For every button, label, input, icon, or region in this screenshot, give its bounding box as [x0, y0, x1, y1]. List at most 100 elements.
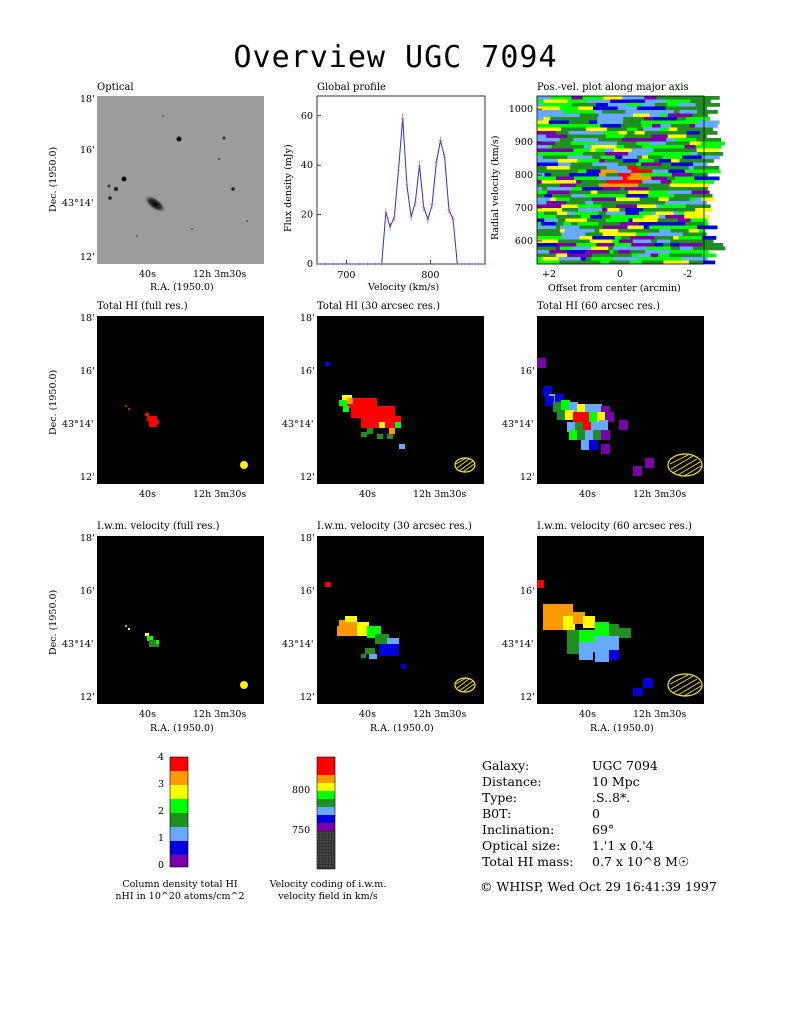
dec-axis-label: Dec. (1950.0): [48, 146, 59, 212]
profile-point: [430, 200, 434, 209]
pv-cell: [679, 159, 687, 163]
pv-cell: [677, 148, 698, 153]
pv-cell: [627, 166, 639, 170]
pv-cell: [582, 96, 604, 100]
dec-tick-label: 18': [80, 94, 95, 105]
profile-point: [468, 262, 472, 266]
pv-cell: [657, 218, 679, 223]
pv-cell: [651, 211, 657, 216]
pv-cell: [655, 208, 669, 212]
pv-cell: [673, 187, 683, 191]
pv-cell: [558, 218, 566, 223]
pv-cell: [661, 162, 672, 167]
pv-cell: [598, 183, 611, 188]
pv-cell: [559, 229, 566, 233]
pv-cell: [609, 183, 621, 188]
flux-axis-label: Flux density (mJy): [283, 144, 294, 232]
pv-cell: [591, 197, 617, 202]
pv-cell: [567, 155, 593, 160]
pv-cell: [702, 243, 724, 247]
pv-cell: [675, 176, 695, 181]
caption-line: Column density total HI: [122, 879, 238, 890]
pv-cell: [632, 239, 652, 244]
pv-cell: [620, 113, 626, 118]
profile-point: [349, 262, 353, 266]
info-label: Galaxy:: [482, 758, 530, 773]
pv-cell: [675, 96, 696, 100]
hi-cell: [593, 404, 602, 414]
pv-cell: [557, 243, 577, 247]
pv-cell: [573, 131, 597, 135]
dec-tick-label: 16': [300, 366, 315, 377]
pv-cell: [623, 117, 645, 121]
pv-cell: [696, 138, 722, 142]
pv-cell: [594, 110, 603, 114]
pv-cell: [619, 208, 626, 212]
pv-cell: [537, 152, 560, 156]
pv-cell: [631, 127, 638, 132]
pv-cell: [577, 222, 599, 226]
pv-cell: [578, 208, 603, 212]
pv-cell: [551, 145, 566, 149]
pv-cell: [555, 225, 561, 230]
y-tick-label: 0: [307, 259, 313, 270]
pv-cell: [608, 246, 614, 251]
pv-cell: [573, 117, 598, 121]
pv-cell: [631, 243, 656, 247]
profile-point: [365, 262, 369, 266]
pv-cell: [631, 208, 644, 212]
pv-cell: [586, 218, 607, 223]
ra-tick-label: 40s: [579, 709, 596, 720]
pv-cell: [537, 236, 548, 240]
pv-cell: [645, 166, 668, 170]
pv-cell: [591, 113, 599, 118]
pv-cell: [542, 103, 560, 107]
pv-cell: [660, 180, 672, 184]
pv-cell: [557, 159, 579, 163]
pv-cell: [652, 169, 669, 174]
pv-cell: [625, 194, 649, 198]
pv-cell: [592, 155, 602, 160]
ra-tick-label: 12h 3m30s: [633, 489, 687, 500]
pv-cell: [666, 103, 679, 107]
pv-cell: [610, 138, 623, 142]
pv-cell: [701, 141, 725, 146]
pv-cell: [603, 131, 619, 135]
info-label: B0T:: [482, 806, 512, 821]
pv-cell: [554, 141, 572, 146]
pv-cell: [559, 138, 574, 142]
pv-cell: [603, 96, 623, 100]
pv-cell: [639, 211, 653, 216]
pv-cell: [551, 124, 566, 128]
pv-cell: [638, 222, 662, 226]
pv-cell: [701, 197, 714, 202]
pv-cell: [685, 204, 711, 209]
pv-cell: [622, 159, 640, 163]
pv-cell: [627, 176, 652, 181]
pv-cell: [683, 253, 703, 258]
pv-cell: [537, 141, 556, 146]
pv-cell: [585, 250, 610, 254]
pv-cell: [593, 141, 618, 146]
pv-cell: [585, 201, 594, 205]
pv-cell: [537, 169, 556, 174]
y-tick-label: 60: [301, 111, 313, 122]
pv-cell: [537, 190, 548, 195]
info-value: 10 Mpc: [592, 774, 640, 789]
pv-cell: [537, 180, 543, 184]
pv-cell: [621, 246, 629, 251]
pv-cell: [584, 124, 601, 128]
pv-cell: [571, 194, 587, 198]
hi-cell: [569, 402, 578, 412]
colorbar-tick: 2: [158, 806, 165, 817]
pv-cell: [653, 159, 660, 163]
pv-cell: [598, 173, 607, 177]
y-tick-label: 20: [301, 210, 313, 221]
info-value: 0.7 x 10^8 M☉: [592, 854, 690, 869]
profile-point: [401, 114, 405, 123]
pv-cell: [567, 134, 582, 139]
pv-cell: [604, 148, 615, 153]
pv-cell: [703, 260, 716, 265]
pv-cell: [638, 257, 662, 261]
info-label: Total HI mass:: [482, 854, 574, 869]
